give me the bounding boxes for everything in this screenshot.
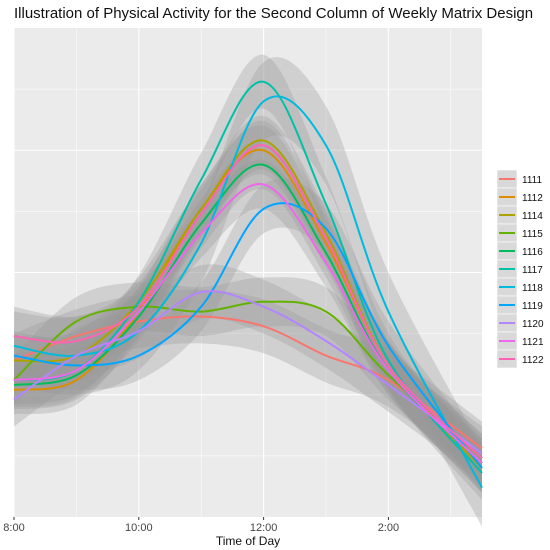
legend-label-1121: 1121 bbox=[522, 337, 544, 348]
x-tick-label: 8:00 bbox=[3, 522, 24, 534]
series-line-1111 bbox=[13, 315, 483, 450]
confidence-band-1121 bbox=[14, 159, 482, 488]
x-axis-title: Time of Day bbox=[216, 534, 280, 548]
series-line-1120 bbox=[13, 290, 483, 455]
series-line-1122 bbox=[13, 144, 483, 460]
series-line-1115 bbox=[13, 300, 483, 460]
confidence-band-1111 bbox=[14, 289, 482, 476]
confidence-band-1115 bbox=[14, 277, 482, 483]
x-tick-label: 2:00 bbox=[378, 522, 399, 534]
series-lines bbox=[13, 80, 483, 489]
legend-label-1111: 1111 bbox=[522, 175, 542, 186]
legend-label-1119: 1119 bbox=[522, 301, 543, 312]
legend-label-1118: 1118 bbox=[522, 283, 543, 294]
legend-label-1117: 1117 bbox=[522, 265, 543, 276]
chart-title: Illustration of Physical Activity for th… bbox=[14, 5, 534, 22]
x-tick-label: 12:00 bbox=[250, 522, 278, 534]
legend: 1111 1112 1114 1115 1116 1117 1118 1119 1120 1121… bbox=[496, 169, 544, 369]
legend-label-1114: 1114 bbox=[522, 211, 543, 222]
series-line-1119 bbox=[13, 202, 483, 469]
series-line-1121 bbox=[13, 183, 483, 464]
confidence-band-1119 bbox=[14, 178, 482, 493]
x-tick-label: 10:00 bbox=[125, 522, 153, 534]
legend-label-1120: 1120 bbox=[522, 319, 544, 330]
legend-label-1122: 1122 bbox=[522, 355, 544, 366]
confidence-band-1120 bbox=[14, 264, 482, 481]
legend-label-1112: 1112 bbox=[522, 193, 543, 204]
series-line-1117 bbox=[13, 80, 483, 474]
legend-label-1116: 1116 bbox=[522, 247, 543, 258]
legend-label-1115: 1115 bbox=[522, 229, 543, 240]
x-axis-ticks: 8:00 10:00 12:00 2:00 bbox=[3, 517, 399, 534]
